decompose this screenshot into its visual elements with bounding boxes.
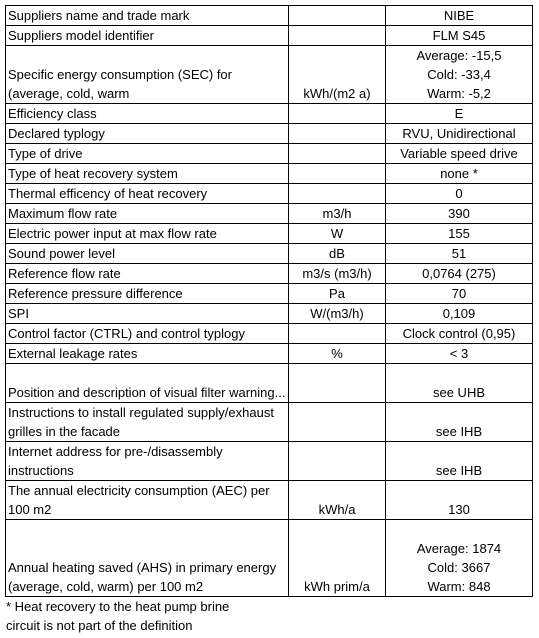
table-row: Electric power input at max flow rate W 15… <box>5 223 533 244</box>
value-cell: 155 <box>385 223 533 244</box>
unit-cell <box>288 402 386 442</box>
table-row: Thermal efficency of heat recovery 0 <box>5 183 533 204</box>
spec-table: Suppliers name and trade mark NIBE Supplie… <box>5 5 533 597</box>
label-cell: Internet address for pre-/disassembly in… <box>5 441 289 481</box>
value-cell: 70 <box>385 283 533 304</box>
unit-cell <box>288 25 386 46</box>
value-cell: see IHB <box>385 441 533 481</box>
value-cell: RVU, Unidirectional <box>385 123 533 144</box>
label-cell: SPI <box>5 303 289 324</box>
label-cell: Type of drive <box>5 143 289 164</box>
value-cell: Clock control (0,95) <box>385 323 533 344</box>
unit-cell: W <box>288 223 386 244</box>
table-row: Maximum flow rate m3/h 390 <box>5 203 533 224</box>
value-cell: 0,0764 (275) <box>385 263 533 284</box>
table-row: Sound power level dB 51 <box>5 243 533 264</box>
unit-cell: % <box>288 343 386 364</box>
value-line: Cold: 3667 <box>427 560 491 575</box>
value-cell: Average: -15,5 Cold: -33,4 Warm: -5,2 <box>385 45 533 104</box>
table-row: Declared typlogy RVU, Unidirectional <box>5 123 533 144</box>
value-cell: Average: 1874 Cold: 3667 Warm: 848 <box>385 519 533 597</box>
table-row: The annual electricity consumption (AEC)… <box>5 480 533 520</box>
value-cell: Variable speed drive <box>385 143 533 164</box>
unit-cell <box>288 5 386 26</box>
unit-cell <box>288 363 386 403</box>
unit-cell <box>288 143 386 164</box>
label-cell: Reference flow rate <box>5 263 289 284</box>
label-cell: Type of heat recovery system <box>5 163 289 184</box>
value-cell: 0,109 <box>385 303 533 324</box>
label-cell: Suppliers name and trade mark <box>5 5 289 26</box>
unit-cell <box>288 323 386 344</box>
unit-cell <box>288 441 386 481</box>
unit-cell <box>288 183 386 204</box>
value-cell: FLM S45 <box>385 25 533 46</box>
table-row: SPI W/(m3/h) 0,109 <box>5 303 533 324</box>
label-cell: Sound power level <box>5 243 289 264</box>
value-cell: 0 <box>385 183 533 204</box>
table-row: Reference pressure difference Pa 70 <box>5 283 533 304</box>
table-row: Specific energy consumption (SEC) for (a… <box>5 45 533 104</box>
value-line: Average: -15,5 <box>416 48 502 63</box>
table-row: External leakage rates% < 3 <box>5 343 533 364</box>
table-row: Efficiency class E <box>5 103 533 124</box>
label-cell: Efficiency class <box>5 103 289 124</box>
label-cell: Specific energy consumption (SEC) for (a… <box>5 45 289 104</box>
unit-cell: kWh prim/a <box>288 519 386 597</box>
label-cell: Annual heating saved (AHS) in primary en… <box>5 519 289 597</box>
unit-cell <box>288 123 386 144</box>
label-cell: Control factor (CTRL) and control typlog… <box>5 323 289 344</box>
unit-cell <box>288 103 386 124</box>
unit-cell <box>288 163 386 184</box>
value-line: Cold: -33,4 <box>427 67 491 82</box>
value-cell: < 3 <box>385 343 533 364</box>
unit-cell: m3/h <box>288 203 386 224</box>
value-cell: 51 <box>385 243 533 264</box>
value-cell: NIBE <box>385 5 533 26</box>
value-line: Warm: -5,2 <box>427 86 491 101</box>
unit-cell: m3/s (m3/h) <box>288 263 386 284</box>
table-row: Internet address for pre-/disassembly in… <box>5 441 533 481</box>
value-cell: none * <box>385 163 533 184</box>
label-cell: Maximum flow rate <box>5 203 289 224</box>
table-row: Suppliers model identifier FLM S45 <box>5 25 533 46</box>
value-cell: 390 <box>385 203 533 224</box>
value-cell: see UHB <box>385 363 533 403</box>
unit-cell: kWh/(m2 a) <box>288 45 386 104</box>
value-cell: 130 <box>385 480 533 520</box>
unit-cell: kWh/a <box>288 480 386 520</box>
label-cell: Electric power input at max flow rate <box>5 223 289 244</box>
table-row: Type of heat recovery system none * <box>5 163 533 184</box>
table-row: Suppliers name and trade mark NIBE <box>5 5 533 26</box>
table-row: Position and description of visual filte… <box>5 363 533 403</box>
value-line: Warm: 848 <box>427 579 491 594</box>
unit-cell: W/(m3/h) <box>288 303 386 324</box>
label-cell: The annual electricity consumption (AEC)… <box>5 480 289 520</box>
value-cell: E <box>385 103 533 124</box>
table-row: Annual heating saved (AHS) in primary en… <box>5 519 533 597</box>
footnote: * Heat recovery to the heat pump brine c… <box>6 599 230 633</box>
unit-cell: dB <box>288 243 386 264</box>
value-line: Average: 1874 <box>416 541 502 556</box>
label-cell: Reference pressure difference <box>5 283 289 304</box>
table-row: Type of drive Variable speed drive <box>5 143 533 164</box>
label-cell: Suppliers model identifier <box>5 25 289 46</box>
label-cell: Thermal efficency of heat recovery <box>5 183 289 204</box>
label-cell: Declared typlogy <box>5 123 289 144</box>
table-row: Instructions to install regulated supply… <box>5 402 533 442</box>
label-cell: Position and description of visual filte… <box>5 363 289 403</box>
label-cell: External leakage rates <box>5 343 289 364</box>
unit-cell: Pa <box>288 283 386 304</box>
table-row: Control factor (CTRL) and control typlog… <box>5 323 533 344</box>
value-cell: see IHB <box>385 402 533 442</box>
table-row: Reference flow rate m3/s (m3/h) 0,0764 (27… <box>5 263 533 284</box>
label-cell: Instructions to install regulated supply… <box>5 402 289 442</box>
